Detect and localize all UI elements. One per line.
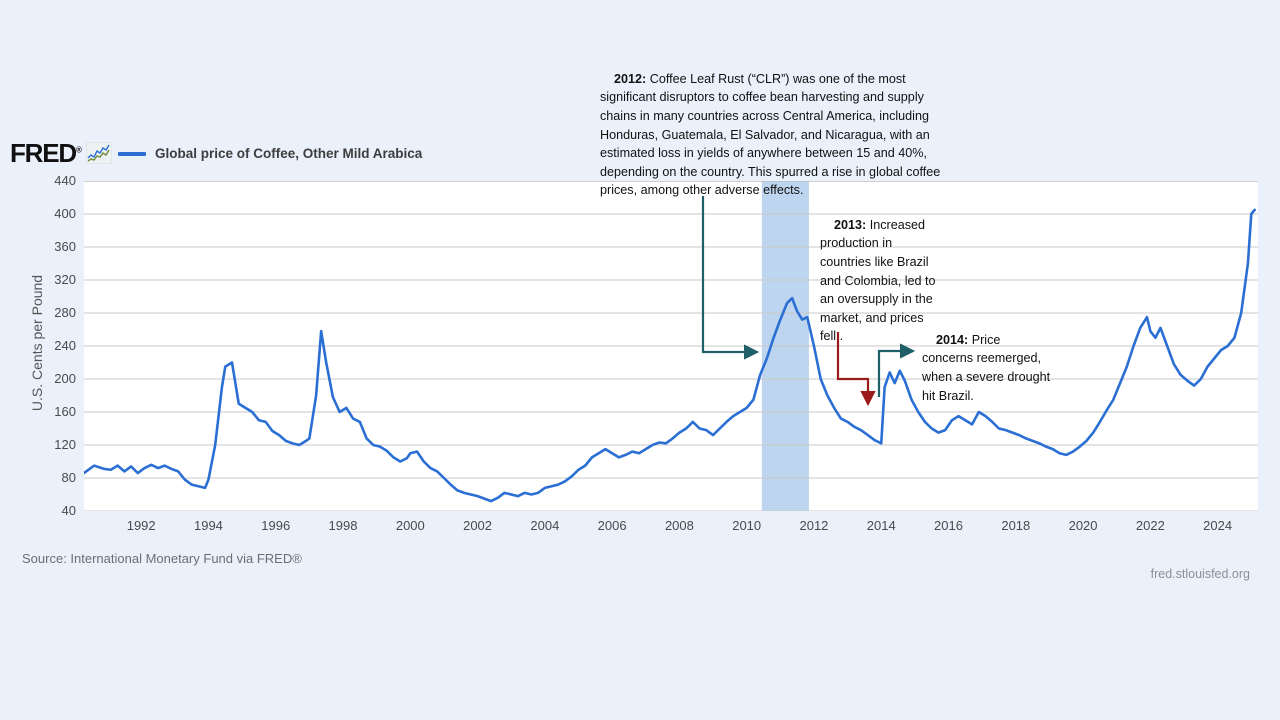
x-tick-label: 2004 (530, 518, 560, 533)
annotation-2012: 2012: Coffee Leaf Rust (“CLR”) was one o… (600, 51, 945, 219)
y-tick-label: 320 (54, 272, 76, 287)
y-tick-label: 40 (61, 503, 76, 518)
sparkline-icon (85, 142, 112, 164)
fred-logo: FRED® (10, 140, 112, 166)
x-tick-label: 2018 (1001, 518, 1031, 533)
x-tick-label: 2016 (934, 518, 963, 533)
series-line (84, 208, 1256, 503)
legend-series-label: Global price of Coffee, Other Mild Arabi… (155, 146, 423, 161)
annotation-2014-text: Price concerns reemerged, when a severe … (922, 332, 1054, 403)
x-tick-label: 2024 (1203, 518, 1233, 533)
annotation-2012-year: 2012: (614, 71, 647, 86)
y-tick-label: 240 (54, 338, 76, 353)
x-tick-label: 1994 (193, 518, 223, 533)
legend-color-swatch (118, 151, 146, 156)
x-tick-label: 2020 (1068, 518, 1098, 533)
x-tick-label: 2002 (463, 518, 493, 533)
y-tick-label: 280 (54, 305, 76, 320)
y-tick-label: 80 (61, 470, 76, 485)
y-tick-label: 200 (54, 371, 76, 386)
series-lines (84, 208, 1256, 503)
annotation-2014: 2014: Price concerns reemerged, when a s… (922, 312, 1054, 424)
x-tick-label: 2006 (597, 518, 627, 533)
annotation-2014-year: 2014: (936, 332, 969, 347)
annotation-2012-text: Coffee Leaf Rust (“CLR”) was one of the … (600, 71, 944, 198)
fred-wordmark: FRED® (10, 138, 82, 168)
chart-legend: Global price of Coffee, Other Mild Arabi… (118, 146, 422, 161)
y-tick-label: 120 (54, 437, 76, 452)
plot-area[interactable] (84, 181, 1258, 511)
x-tick-label: 2012 (799, 518, 829, 533)
source-note: Source: International Monetary Fund via … (22, 551, 302, 566)
x-tick-label: 1998 (328, 518, 358, 533)
y-tick-label: 160 (54, 404, 76, 419)
x-tick-label: 2022 (1135, 518, 1165, 533)
series-plot (84, 181, 1258, 511)
x-tick-label: 1996 (261, 518, 291, 533)
annotation-2013-text: Increased production in countries like B… (820, 217, 940, 344)
annotation-2013-year: 2013: (834, 217, 867, 232)
y-axis-ticks: 40 80 120 160 200 240 280 320 360 400 440 (20, 0, 76, 720)
x-tick-label: 2000 (395, 518, 425, 533)
x-tick-label: 2014 (866, 518, 896, 533)
fred-url[interactable]: fred.stlouisfed.org (1150, 567, 1250, 581)
annotation-2013: 2013: Increased production in countries … (820, 197, 942, 365)
x-tick-label: 2008 (664, 518, 694, 533)
x-tick-label: 2010 (732, 518, 762, 533)
gridlines (84, 181, 1258, 511)
y-tick-label: 440 (54, 173, 76, 188)
y-tick-label: 360 (54, 239, 76, 254)
y-tick-label: 400 (54, 206, 76, 221)
x-tick-label: 1992 (126, 518, 156, 533)
